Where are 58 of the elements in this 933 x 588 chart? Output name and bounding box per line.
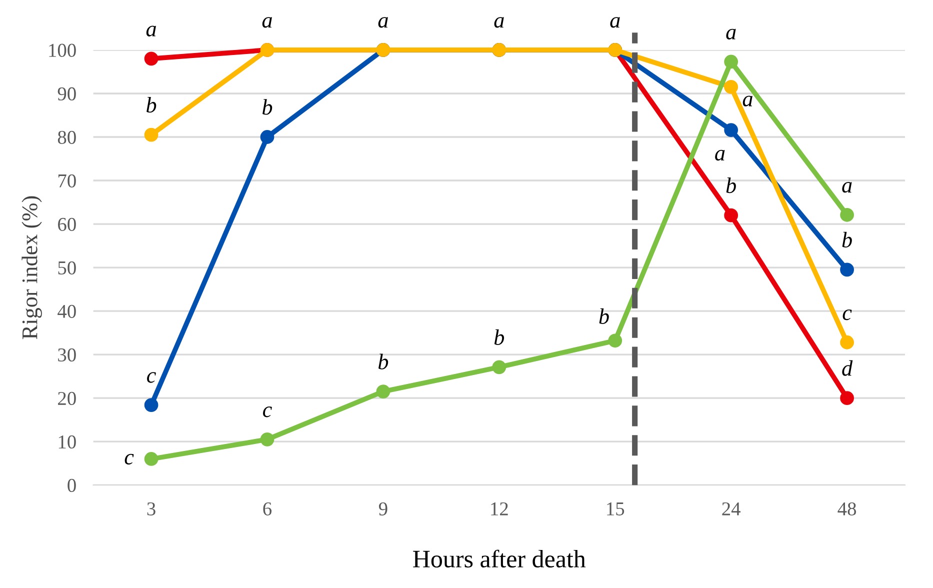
- annotation: b: [262, 99, 272, 115]
- point: [840, 262, 854, 277]
- y-tick-label: 90: [58, 87, 76, 100]
- annotation: a: [726, 28, 736, 40]
- annotation: b: [842, 232, 852, 248]
- point: [608, 334, 622, 348]
- annotation: b: [726, 177, 736, 194]
- y-tick-label: 20: [58, 392, 76, 406]
- y-tick-label: 10: [58, 435, 76, 449]
- point: [840, 335, 854, 350]
- x-tick-label: 24: [722, 502, 740, 516]
- x-tick-label: 9: [378, 502, 388, 516]
- x-tick-label: 15: [607, 502, 624, 516]
- x-axis-title: Hours after death: [413, 550, 586, 568]
- annotation: a: [146, 26, 156, 36]
- annotation: a: [715, 150, 725, 161]
- point: [144, 128, 158, 142]
- y-tick-label: 100: [49, 44, 76, 57]
- annotation: b: [146, 96, 156, 113]
- annotation: a: [378, 17, 388, 28]
- point: [840, 208, 854, 222]
- annotation: c: [124, 454, 134, 465]
- point: [724, 123, 738, 137]
- annotation: c: [262, 406, 272, 418]
- point: [724, 54, 738, 69]
- x-tick-label: 48: [838, 502, 856, 516]
- y-tick-label: 60: [58, 218, 76, 231]
- annotation: c: [147, 372, 156, 383]
- point: [840, 391, 854, 406]
- point: [260, 432, 274, 446]
- annotation: b: [378, 354, 388, 370]
- point: [376, 384, 390, 398]
- y-tick-label: 50: [58, 261, 76, 274]
- point: [144, 52, 158, 66]
- point: [724, 80, 738, 94]
- annotation: a: [262, 17, 272, 28]
- point: [724, 208, 738, 222]
- x-tick-label: 12: [491, 502, 508, 516]
- point: [492, 360, 506, 374]
- x-tick-label: 6: [263, 502, 272, 516]
- annotation: a: [610, 17, 620, 28]
- x-tick-label: 3: [147, 502, 156, 516]
- point: [144, 398, 158, 412]
- y-tick-label: 80: [58, 130, 76, 144]
- annotation: a: [494, 17, 504, 28]
- y-tick-label: 40: [58, 304, 76, 318]
- annotation: b: [599, 308, 609, 324]
- annotation: b: [494, 329, 504, 345]
- annotation: d: [842, 360, 853, 376]
- annotation: a: [742, 96, 752, 106]
- y-tick-label: 30: [58, 348, 76, 362]
- point: [144, 452, 158, 466]
- annotation: a: [842, 182, 852, 193]
- y-tick-label: 70: [58, 174, 76, 188]
- y-axis-title: Rigor index (%): [22, 196, 42, 340]
- y-tick-label: 0: [68, 478, 76, 492]
- annotation: c: [842, 309, 852, 320]
- point: [260, 130, 274, 144]
